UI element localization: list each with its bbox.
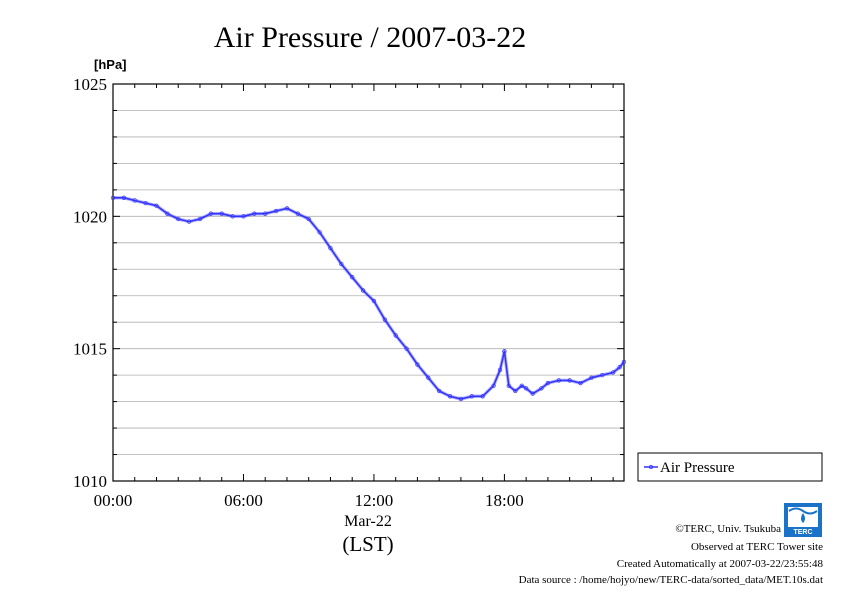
series-layer — [110, 195, 627, 402]
y-tick-label: 1025 — [73, 75, 107, 94]
logo-drop-icon — [801, 513, 805, 523]
data-point — [556, 378, 561, 383]
data-point — [393, 333, 398, 338]
data-point — [469, 394, 474, 399]
data-point — [197, 216, 203, 222]
data-point — [404, 346, 409, 351]
data-point — [519, 383, 524, 388]
source-text: Data source : /home/hojyo/new/TERC-data/… — [519, 574, 823, 586]
data-point — [306, 216, 311, 222]
data-point — [545, 380, 551, 386]
x-tick-labels: 00:00 06:00 12:00 18:00 — [94, 491, 524, 510]
data-point — [273, 208, 279, 214]
y-tick-label: 1015 — [73, 340, 107, 359]
data-point — [567, 378, 572, 383]
data-point — [165, 211, 170, 216]
chart-title: Air Pressure / 2007-03-22 — [214, 21, 526, 54]
data-point — [121, 195, 127, 200]
data-point — [176, 216, 181, 222]
terc-logo: TERC — [784, 503, 822, 537]
data-point — [617, 365, 622, 370]
x-axis-label: (LST) — [342, 532, 393, 556]
data-point — [480, 394, 485, 399]
data-point — [241, 214, 246, 219]
data-point — [621, 359, 627, 365]
data-point — [230, 214, 235, 219]
data-point — [371, 298, 377, 304]
data-point — [497, 367, 503, 372]
data-point — [295, 211, 300, 216]
data-point — [219, 211, 224, 216]
y-tick-labels: 1010 1015 1020 1025 — [73, 75, 107, 491]
data-point — [208, 211, 214, 216]
data-point — [491, 383, 496, 388]
data-point — [589, 375, 594, 380]
data-point — [578, 380, 583, 386]
y-tick-label: 1010 — [73, 472, 107, 491]
data-point — [447, 394, 453, 399]
logo-text: TERC — [793, 529, 812, 536]
logo-wave — [788, 507, 818, 515]
data-point — [523, 386, 529, 391]
x-tick-label: 06:00 — [224, 491, 263, 510]
data-point — [317, 230, 322, 235]
data-point — [154, 203, 159, 208]
x-date-label: Mar-22 — [344, 513, 392, 530]
data-point — [506, 383, 511, 388]
y-unit-label: [hPa] — [94, 57, 127, 72]
data-point — [530, 391, 535, 396]
series-halo — [113, 196, 626, 401]
data-point — [110, 195, 116, 200]
y-tick-label: 1020 — [73, 207, 107, 226]
data-point — [328, 245, 333, 251]
x-tick-label: 00:00 — [94, 491, 133, 510]
data-point — [143, 200, 148, 206]
x-tick-label: 12:00 — [355, 491, 394, 510]
x-tick-label: 18:00 — [485, 491, 524, 510]
data-point — [458, 396, 464, 402]
data-point — [132, 198, 137, 203]
data-point — [502, 349, 507, 354]
legend-label: Air Pressure — [660, 460, 735, 476]
legend-marker-swatch — [649, 464, 654, 469]
series-line — [113, 197, 625, 400]
data-point — [539, 386, 544, 391]
observed-text: Observed at TERC Tower site — [691, 541, 823, 553]
plot-frame — [112, 83, 625, 482]
copyright-text: ©TERC, Univ. Tsukuba — [675, 523, 781, 535]
data-point — [437, 388, 442, 394]
axis-ticks — [112, 83, 624, 482]
data-point — [252, 211, 257, 216]
data-point — [263, 211, 268, 216]
legend: Air Pressure — [637, 452, 823, 482]
data-point — [350, 275, 355, 280]
created-text: Created Automatically at 2007-03-22/23:5… — [617, 558, 824, 570]
data-point — [339, 261, 344, 267]
data-point — [610, 370, 616, 375]
data-point — [426, 375, 431, 380]
data-point — [360, 288, 366, 293]
data-point — [186, 219, 192, 224]
data-point — [415, 362, 420, 367]
data-point — [284, 206, 290, 211]
data-point — [513, 388, 518, 394]
legend-box — [637, 452, 823, 482]
data-point — [600, 372, 605, 378]
grid-lines — [113, 110, 624, 455]
data-point — [382, 317, 387, 322]
